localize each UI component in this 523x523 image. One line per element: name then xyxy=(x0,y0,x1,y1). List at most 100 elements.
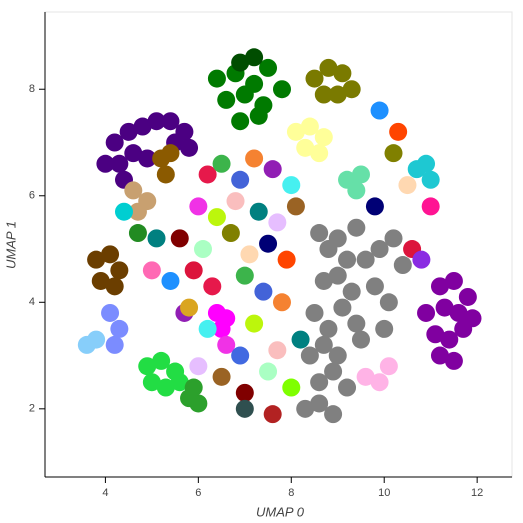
y-axis-label: UMAP 1 xyxy=(3,221,18,269)
point xyxy=(245,48,264,67)
point xyxy=(417,303,436,322)
point xyxy=(351,165,370,184)
point xyxy=(370,240,389,259)
point xyxy=(101,303,120,322)
point xyxy=(156,165,175,184)
point xyxy=(138,357,157,376)
point xyxy=(282,378,301,397)
point xyxy=(370,101,389,120)
point xyxy=(268,213,287,232)
point xyxy=(142,373,161,392)
point xyxy=(338,378,357,397)
x-tick-label: 12 xyxy=(471,487,483,499)
point xyxy=(235,266,254,285)
point xyxy=(87,250,106,269)
point xyxy=(156,378,175,397)
point xyxy=(96,154,115,173)
point xyxy=(249,106,268,125)
point xyxy=(240,245,259,264)
point xyxy=(310,144,329,163)
point xyxy=(184,261,203,280)
point xyxy=(217,335,236,354)
point xyxy=(324,405,343,424)
point xyxy=(272,80,291,99)
point xyxy=(384,144,403,163)
point xyxy=(444,351,463,370)
point xyxy=(193,240,212,259)
point xyxy=(351,330,370,349)
point xyxy=(370,373,389,392)
point xyxy=(277,250,296,269)
point xyxy=(184,378,203,397)
point xyxy=(263,160,282,179)
point xyxy=(124,144,143,163)
point xyxy=(198,165,217,184)
point xyxy=(245,149,264,168)
point xyxy=(142,261,161,280)
point xyxy=(231,346,250,365)
point xyxy=(87,330,106,349)
point xyxy=(231,170,250,189)
point xyxy=(161,271,180,290)
point xyxy=(110,319,129,338)
point xyxy=(328,266,347,285)
point xyxy=(375,319,394,338)
point xyxy=(235,399,254,418)
point xyxy=(101,245,120,264)
x-tick-label: 4 xyxy=(102,487,108,499)
point xyxy=(393,256,412,275)
point xyxy=(217,90,236,109)
point xyxy=(268,341,287,360)
y-tick-label: 8 xyxy=(29,83,35,95)
point xyxy=(421,197,440,216)
point xyxy=(286,197,305,216)
point xyxy=(379,293,398,312)
point xyxy=(147,229,166,248)
x-axis-label: UMAP 0 xyxy=(256,504,305,519)
point xyxy=(119,122,138,141)
point xyxy=(128,224,147,243)
point xyxy=(259,58,278,77)
y-tick-label: 2 xyxy=(29,403,35,415)
point xyxy=(426,325,445,344)
point xyxy=(180,138,199,157)
point xyxy=(231,53,250,72)
point xyxy=(347,181,366,200)
point xyxy=(235,383,254,402)
point xyxy=(430,277,449,296)
point xyxy=(282,176,301,195)
point xyxy=(259,362,278,381)
point xyxy=(365,277,384,296)
point xyxy=(291,330,310,349)
point xyxy=(259,234,278,253)
point xyxy=(328,229,347,248)
x-tick-label: 6 xyxy=(195,487,201,499)
point xyxy=(198,319,217,338)
point xyxy=(310,224,329,243)
point xyxy=(203,277,222,296)
points xyxy=(77,48,482,424)
point xyxy=(128,202,147,221)
point xyxy=(300,117,319,136)
point xyxy=(138,149,157,168)
point xyxy=(314,335,333,354)
point xyxy=(347,314,366,333)
point xyxy=(412,250,431,269)
point xyxy=(91,271,110,290)
point xyxy=(105,277,124,296)
point xyxy=(365,197,384,216)
point xyxy=(170,373,189,392)
point xyxy=(152,351,171,370)
point xyxy=(245,314,264,333)
point xyxy=(189,197,208,216)
y-tick-label: 6 xyxy=(29,190,35,202)
point xyxy=(226,192,245,211)
point xyxy=(180,298,199,317)
point xyxy=(272,293,291,312)
y-tick-label: 4 xyxy=(29,296,35,308)
point xyxy=(444,271,463,290)
point xyxy=(310,394,329,413)
point xyxy=(296,399,315,418)
point xyxy=(379,357,398,376)
point xyxy=(314,85,333,104)
